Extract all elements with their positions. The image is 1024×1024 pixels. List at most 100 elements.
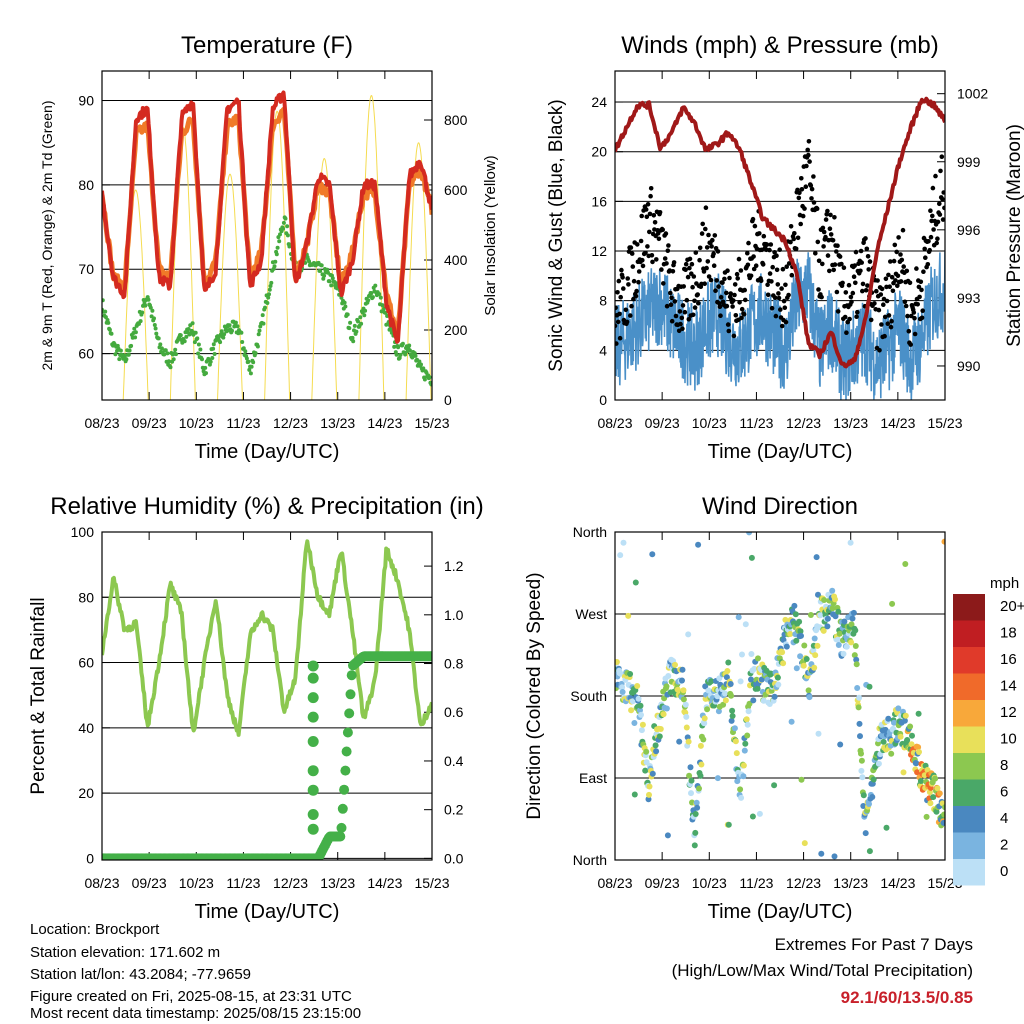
gust-point [814, 206, 820, 211]
gust-point [900, 227, 906, 233]
gust-point [716, 284, 721, 289]
gust-point [706, 232, 711, 238]
y-tick-label: 80 [78, 177, 94, 193]
gust-point [937, 201, 942, 207]
gust-point [935, 236, 940, 241]
dewpoint-point [351, 339, 356, 344]
dewpoint-point [272, 264, 277, 269]
dewpoint-point [243, 349, 248, 354]
x-tick-label: 12/23 [273, 415, 308, 431]
gust-point [784, 264, 789, 270]
y-tick-label: North [573, 852, 607, 868]
y2-tick-label: 1.2 [444, 558, 464, 574]
gust-point [634, 288, 639, 294]
gust-point [656, 236, 662, 242]
gust-point [928, 234, 934, 240]
gust-point [917, 294, 922, 300]
legend-swatch [953, 832, 985, 859]
dewpoint-point [152, 316, 156, 321]
dewpoint-point [211, 342, 216, 347]
y-tick-label: 20 [591, 144, 607, 160]
wind-direction-point [732, 738, 739, 745]
wind-direction-point [908, 741, 915, 748]
legend-swatch [953, 673, 985, 700]
gust-point [669, 295, 674, 301]
gust-point [728, 291, 733, 296]
dewpoint-point [419, 362, 423, 367]
dewpoint-point [133, 335, 138, 340]
wind-direction-point [704, 706, 711, 713]
wind-direction-point [923, 813, 930, 820]
y-tick-label: 80 [78, 589, 94, 605]
gust-point [841, 265, 847, 271]
gust-point [791, 236, 796, 242]
gust-point [830, 238, 836, 243]
gust-point [940, 217, 945, 222]
wind-direction-point [725, 659, 732, 666]
dewpoint-point [133, 330, 138, 335]
gust-point [636, 269, 642, 274]
gust-point [840, 280, 845, 286]
gust-point [933, 173, 938, 179]
dewpoint-point [413, 353, 418, 358]
speed-legend: mph 20+ 18 16 14 12 10 8 6 4 2 0 [953, 575, 1024, 886]
gust-point [860, 281, 866, 287]
wind-direction-point [860, 803, 867, 809]
y-axis-label: Sonic Wind & Gust (Blue, Black) [546, 99, 567, 371]
dewpoint-point [277, 239, 282, 244]
dewpoint-point [240, 340, 245, 344]
gust-point [717, 304, 723, 310]
wind-direction-point [852, 643, 859, 649]
gust-point [920, 308, 925, 314]
wind-direction-point [743, 716, 750, 723]
wind-direction-point [917, 778, 924, 784]
gust-point [767, 247, 772, 253]
wind-direction-point [696, 785, 702, 792]
legend-swatch [953, 594, 985, 621]
gust-point [811, 174, 816, 179]
y2-tick-label: 990 [957, 358, 981, 374]
wind-direction-point [835, 642, 842, 648]
dewpoint-point [241, 346, 246, 351]
dewpoint-point [248, 371, 253, 376]
gust-point [692, 298, 697, 304]
gust-point [739, 315, 744, 321]
gust-point [647, 211, 653, 217]
gust-point [831, 267, 836, 273]
rainfall-point [307, 672, 319, 684]
rainfall-point [341, 746, 352, 757]
wind-direction-point [744, 721, 751, 728]
gust-point [711, 251, 716, 256]
gust-point [720, 280, 725, 285]
gust-point [615, 319, 621, 325]
gust-point [643, 207, 649, 212]
gust-point [770, 264, 775, 270]
wind-direction-point [806, 694, 813, 701]
wind-direction-point [850, 609, 857, 616]
wind-direction-point [629, 698, 636, 705]
gust-point [875, 278, 880, 283]
wind-direction-point [735, 614, 742, 621]
dewpoint-point [230, 328, 234, 333]
x-axis-label: Time (Day/UTC) [708, 901, 853, 923]
wind-direction-point [697, 742, 704, 749]
gust-point [699, 231, 705, 236]
wind-direction-point [725, 821, 732, 828]
gust-point [915, 302, 920, 307]
legend-label: 16 [1000, 651, 1017, 668]
wind-direction-point [656, 733, 663, 740]
gust-point [767, 271, 773, 276]
gust-point [650, 259, 655, 265]
dewpoint-point [107, 327, 112, 332]
wind-direction-point [801, 642, 808, 649]
wind-direction-point [625, 612, 632, 619]
dewpoint-point [232, 324, 237, 329]
rainfall-point [307, 736, 319, 747]
dewpoint-point [118, 348, 123, 353]
wind-direction-point [815, 730, 822, 737]
wind-direction-point [722, 697, 729, 704]
dewpoint-point [216, 335, 221, 340]
gust-point [704, 265, 709, 271]
dewpoint-point [407, 343, 412, 348]
wind-direction-point [701, 715, 708, 722]
